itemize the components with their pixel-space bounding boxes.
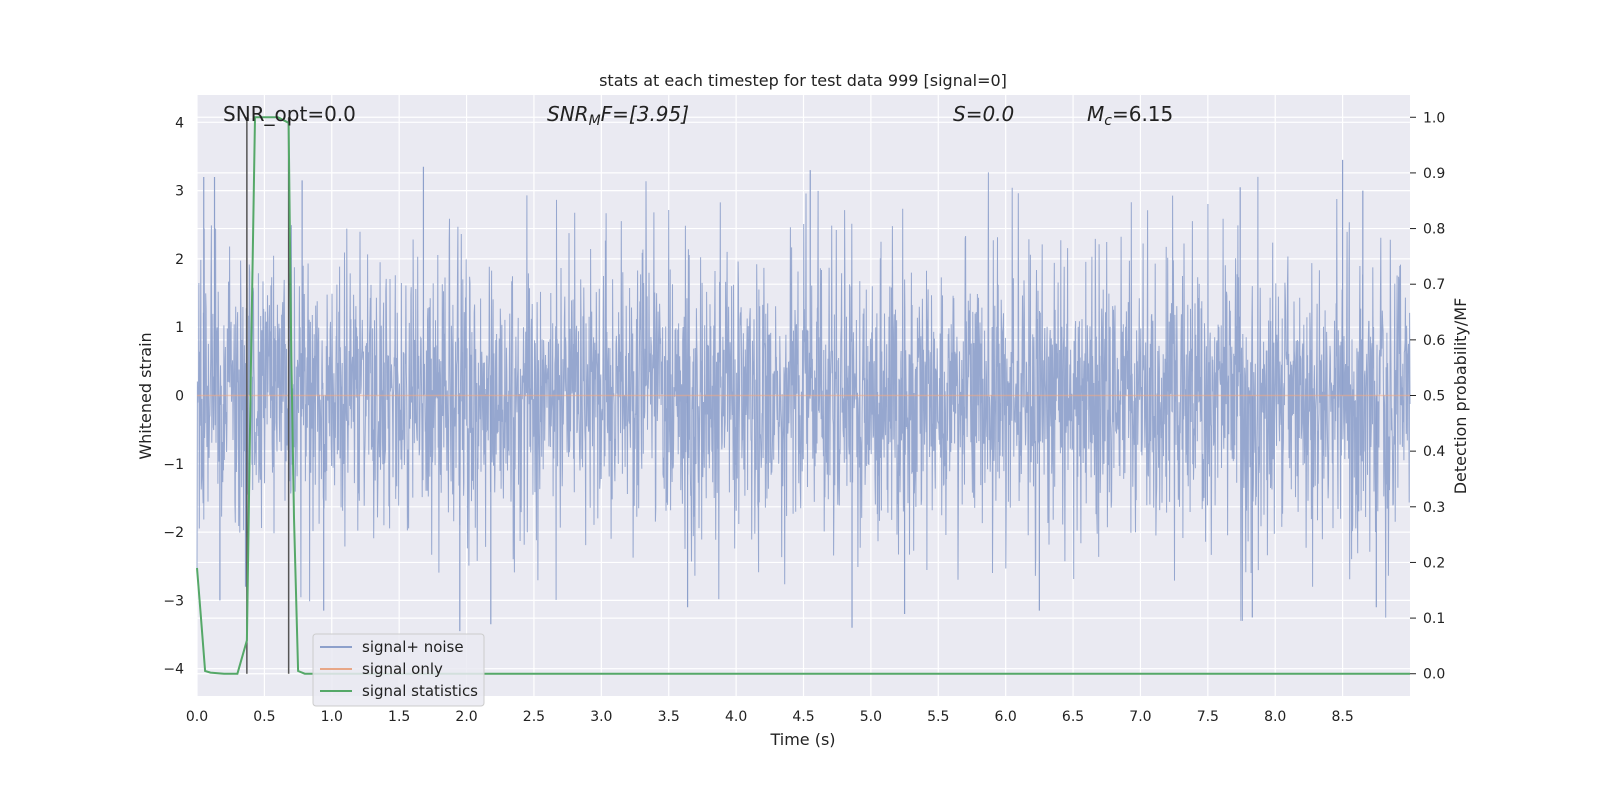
series-signal-statistics xyxy=(196,116,1410,675)
legend-box xyxy=(312,633,485,707)
x-tick-label: 0.0 xyxy=(186,709,208,725)
x-tick-label: 8.0 xyxy=(1264,709,1286,725)
x-tick-label: 2.0 xyxy=(455,709,477,725)
annotation-mc: Mc=6.15 xyxy=(1087,102,1173,129)
axis-ticks: 0.0 0.5 1.0 1.5 2.0 2.5 3.0 3.5 4.0 4.5 5.0 5.5 6.0 6… xyxy=(163,110,1445,725)
y2-tick-label: 0.6 xyxy=(1423,333,1445,349)
x-tick-label: 1.5 xyxy=(388,709,410,725)
legend-label-signal-plus-noise: signal+ noise xyxy=(362,638,464,656)
y2-tick-label: 0.0 xyxy=(1423,667,1445,683)
annotation-s-stat: S=0.0 xyxy=(953,102,1014,126)
legend-label-signal-statistics: signal statistics xyxy=(362,682,478,700)
x-tick-label: 0.5 xyxy=(253,709,275,725)
annotation-snr-mf: SNRMF=[3.95] xyxy=(547,102,689,129)
annotation-snr-opt: SNR_opt=0.0 xyxy=(223,102,356,126)
y-tick-label: 1 xyxy=(175,320,184,336)
x-tick-label: 6.0 xyxy=(995,709,1017,725)
y2-tick-label: 0.4 xyxy=(1423,444,1445,460)
y2-axis-label: Detection probability/MF xyxy=(1451,298,1470,495)
annotation-mc-rest: =6.15 xyxy=(1112,102,1173,126)
y2-tick-label: 0.7 xyxy=(1423,277,1445,293)
x-tick-label: 6.5 xyxy=(1062,709,1084,725)
signal-statistics-line xyxy=(196,116,1410,675)
y-tick-label: −3 xyxy=(163,593,184,609)
annotation-snr-mf-sub: M xyxy=(589,113,601,129)
y-tick-label: 4 xyxy=(175,115,184,131)
annotation-snr-mf-base: SNR xyxy=(547,102,589,126)
legend-label-signal-only: signal only xyxy=(362,660,443,678)
annotation-snr-mf-rest: F=[3.95] xyxy=(601,102,689,126)
y2-tick-label: 0.5 xyxy=(1423,389,1445,405)
noise-trace xyxy=(196,172,1411,621)
y2-tick-label: 0.2 xyxy=(1423,555,1445,571)
y-tick-label: −2 xyxy=(163,525,184,541)
annotation-mc-base: M xyxy=(1087,102,1104,126)
x-tick-label: 1.0 xyxy=(321,709,343,725)
y2-tick-label: 0.8 xyxy=(1423,222,1445,238)
y-tick-label: −1 xyxy=(163,457,184,473)
y2-tick-label: 1.0 xyxy=(1423,110,1445,126)
x-tick-label: 7.5 xyxy=(1197,709,1219,725)
x-tick-label: 5.0 xyxy=(860,709,882,725)
y-axis-label: Whitened strain xyxy=(136,332,155,459)
y-tick-label: 2 xyxy=(175,252,184,268)
y2-tick-label: 0.9 xyxy=(1423,166,1445,182)
legend: signal+ noise signal only signal statist… xyxy=(312,633,485,707)
y-tick-label: 3 xyxy=(175,184,184,200)
x-tick-label: 7.0 xyxy=(1129,709,1151,725)
x-tick-label: 4.5 xyxy=(792,709,814,725)
y2-tick-label: 0.1 xyxy=(1423,611,1445,627)
x-tick-label: 3.5 xyxy=(658,709,680,725)
y-tick-label: 0 xyxy=(175,389,184,405)
x-tick-label: 4.0 xyxy=(725,709,747,725)
x-tick-label: 8.5 xyxy=(1331,709,1353,725)
y-tick-label: −4 xyxy=(163,662,184,678)
y2-tick-label: 0.3 xyxy=(1423,500,1445,516)
x-tick-label: 5.5 xyxy=(927,709,949,725)
x-tick-label: 2.5 xyxy=(523,709,545,725)
chart-title: stats at each timestep for test data 999… xyxy=(599,71,1007,90)
x-tick-label: 3.0 xyxy=(590,709,612,725)
x-axis-label: Time (s) xyxy=(769,730,835,749)
annotation-mc-sub: c xyxy=(1104,113,1112,129)
